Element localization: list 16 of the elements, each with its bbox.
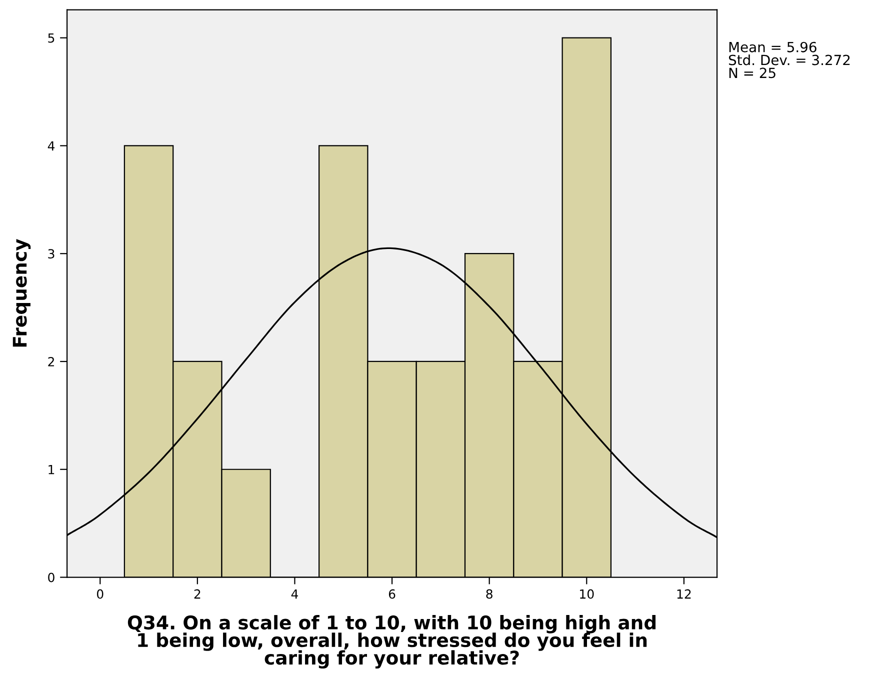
y-tick-label: 4 bbox=[48, 141, 55, 150]
x-tick-label: 6 bbox=[388, 589, 396, 599]
y-axis-title: Frequency bbox=[12, 238, 31, 347]
x-tick-label: 10 bbox=[580, 589, 594, 599]
y-tick-label: 3 bbox=[48, 249, 54, 259]
y-tick-label: 1 bbox=[48, 465, 54, 474]
y-tick-label: 0 bbox=[48, 572, 54, 582]
x-tick-label: 2 bbox=[194, 589, 200, 599]
x-tick-label: 4 bbox=[291, 589, 298, 599]
y-tick-label: 5 bbox=[48, 33, 54, 43]
x-tick-label: 8 bbox=[486, 589, 492, 599]
x-tick-label: 12 bbox=[677, 589, 691, 599]
x-tick-label: 0 bbox=[96, 589, 104, 599]
x-axis-title: Q34. On a scale of 1 to 10, with 10 being high and 1 being low, overall, how stressed do you feel in caring for your relative? bbox=[128, 615, 656, 669]
text: Mean = 5.96 Std. Dev. = 3.272 N = 25 bbox=[728, 42, 850, 78]
y-tick-label: 2 bbox=[48, 356, 54, 366]
